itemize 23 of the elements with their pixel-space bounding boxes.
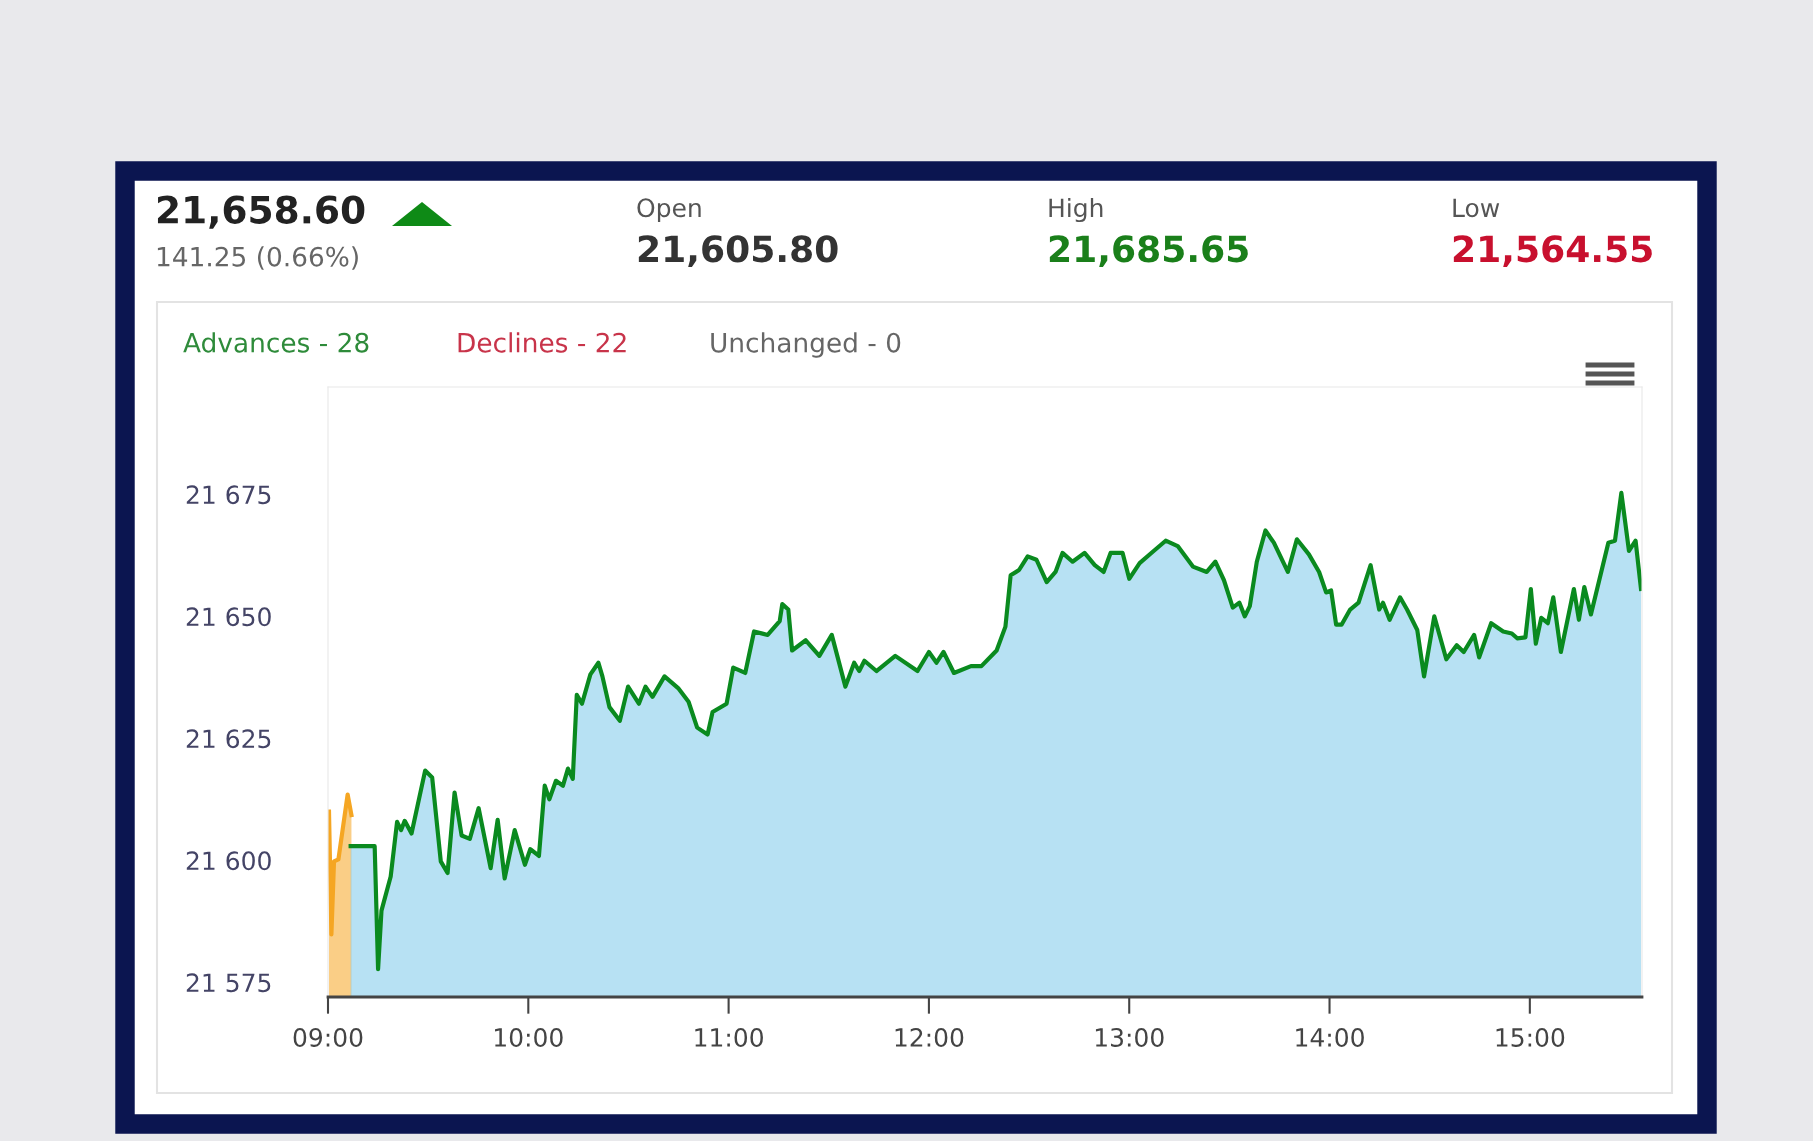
text: Advances - 28	[183, 332, 369, 353]
text: 21,605.80	[638, 235, 838, 268]
text: Open	[637, 198, 701, 223]
y-tick-label: 21 650	[186, 607, 271, 627]
x-tick-label: 10:00	[495, 1028, 563, 1047]
text: Declines - 22	[458, 332, 626, 353]
text: Unchanged - 0	[711, 332, 901, 358]
chart-subtitle: 141.25 (0.66%)	[157, 246, 358, 270]
text: 21,685.65	[1049, 235, 1248, 268]
text: High	[1049, 197, 1103, 223]
text: 21,564.55	[1453, 235, 1652, 268]
chart-title: 21,658.60	[157, 195, 365, 229]
x-tick-label: 12:00	[895, 1028, 964, 1047]
y-tick-label: 21 625	[186, 729, 271, 749]
x-tick-label: 11:00	[695, 1028, 763, 1047]
y-tick-label: 21 675	[186, 485, 271, 505]
x-tick-label: 14:00	[1296, 1028, 1364, 1047]
x-tick-label: 09:00	[293, 1028, 363, 1047]
y-tick-label: 21 600	[186, 851, 271, 871]
text: Low	[1453, 198, 1500, 218]
x-tick-label: 15:00	[1496, 1028, 1565, 1047]
x-tick-label: 13:00	[1095, 1028, 1164, 1047]
y-tick-label: 21 575	[186, 973, 271, 993]
